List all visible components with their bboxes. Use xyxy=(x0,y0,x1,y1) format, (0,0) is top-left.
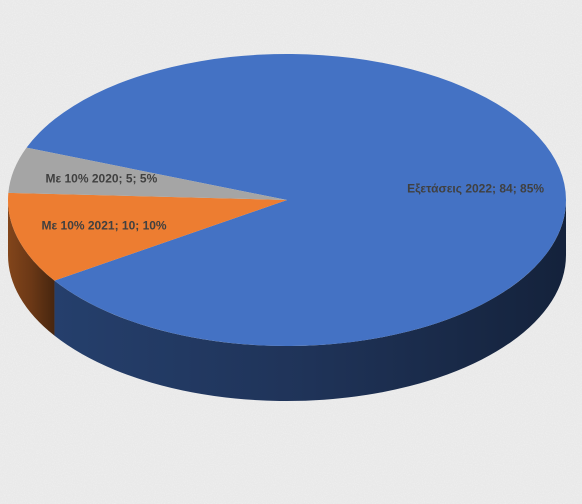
data-label: Εξετάσεις 2022; 84; 85% xyxy=(407,181,544,195)
data-label: Με 10% 2020; 5; 5% xyxy=(45,172,157,186)
pie-slice xyxy=(26,53,566,346)
slice-side xyxy=(54,200,567,401)
slice-side xyxy=(8,200,55,336)
data-label: Με 10% 2021; 10; 10% xyxy=(42,218,167,232)
pie-slice xyxy=(8,147,287,200)
pie-slice xyxy=(8,192,288,281)
